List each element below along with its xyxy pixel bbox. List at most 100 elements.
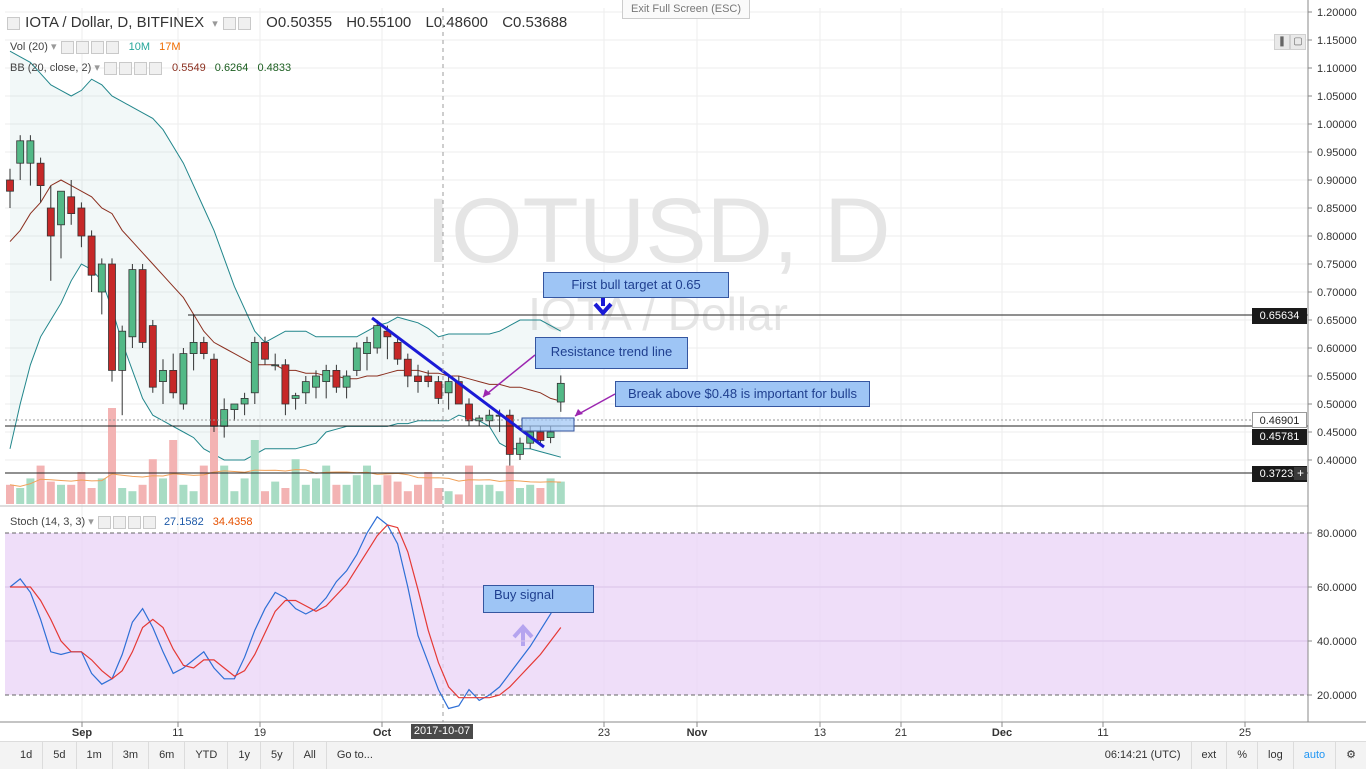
- chevron-down-icon[interactable]: ▾: [88, 516, 94, 528]
- candle-body[interactable]: [301, 381, 310, 394]
- hide-icon[interactable]: [237, 16, 251, 30]
- close-icon[interactable]: [105, 40, 119, 54]
- candle-body[interactable]: [57, 190, 65, 226]
- note-bull-target[interactable]: First bull target at 0.65: [543, 272, 729, 298]
- candle-body[interactable]: [169, 369, 178, 394]
- range-1d[interactable]: 1d: [0, 742, 44, 769]
- candle-body[interactable]: [281, 364, 290, 405]
- settings-icon[interactable]: [222, 16, 236, 30]
- volume-label[interactable]: Vol (20): [10, 41, 48, 53]
- range-1m[interactable]: 1m: [77, 742, 113, 769]
- candle-body[interactable]: [220, 409, 229, 427]
- format-icon[interactable]: [118, 61, 132, 75]
- candle-body[interactable]: [536, 431, 545, 441]
- chevron-down-icon[interactable]: ▾: [212, 18, 218, 30]
- note-resistance[interactable]: Resistance trend line: [535, 337, 688, 369]
- candle-body[interactable]: [108, 263, 116, 371]
- stochastic-label[interactable]: Stoch (14, 3, 3): [10, 516, 86, 528]
- candle-body[interactable]: [322, 369, 331, 382]
- candle-body[interactable]: [148, 325, 157, 388]
- candle-body[interactable]: [434, 381, 443, 399]
- candle-body[interactable]: [352, 347, 361, 371]
- candle-body[interactable]: [342, 375, 351, 388]
- open-value: O0.50355: [266, 14, 333, 31]
- candle-body[interactable]: [77, 207, 86, 237]
- candle-body[interactable]: [250, 341, 259, 394]
- candle-body[interactable]: [271, 364, 280, 367]
- exit-fullscreen-button[interactable]: Exit Full Screen (ESC): [622, 0, 750, 19]
- candle-body[interactable]: [159, 369, 167, 382]
- add-icon[interactable]: [90, 40, 104, 54]
- range-1y[interactable]: 1y: [228, 742, 261, 769]
- candle-body[interactable]: [291, 395, 300, 399]
- candle-body[interactable]: [261, 341, 269, 360]
- candle-body[interactable]: [6, 179, 14, 192]
- candle-body[interactable]: [465, 403, 473, 422]
- candle-body[interactable]: [26, 140, 35, 164]
- candle-body[interactable]: [138, 269, 147, 343]
- candle-body[interactable]: [546, 431, 555, 438]
- candle-body[interactable]: [363, 341, 371, 354]
- settings-icon[interactable]: [97, 515, 111, 529]
- candle-body[interactable]: [414, 375, 422, 382]
- log-toggle[interactable]: log: [1258, 742, 1294, 769]
- candle-body[interactable]: [403, 358, 412, 377]
- chevron-down-icon[interactable]: ▾: [94, 62, 100, 74]
- add-icon[interactable]: [133, 61, 147, 75]
- range-ytd[interactable]: YTD: [185, 742, 229, 769]
- candle-body[interactable]: [556, 382, 565, 403]
- candle-body[interactable]: [424, 375, 433, 382]
- candle-body[interactable]: [230, 403, 239, 410]
- candle-body[interactable]: [128, 269, 137, 338]
- chevron-down-icon[interactable]: ▾: [50, 41, 57, 53]
- candle-body[interactable]: [516, 442, 524, 455]
- range-all[interactable]: All: [294, 742, 327, 769]
- candle-body[interactable]: [505, 414, 514, 455]
- candle-body[interactable]: [475, 417, 484, 422]
- go-to-button[interactable]: Go to...: [336, 749, 373, 761]
- candle-body[interactable]: [179, 353, 188, 405]
- candle-body[interactable]: [67, 196, 76, 215]
- candle-body[interactable]: [189, 341, 198, 354]
- range-5d[interactable]: 5d: [43, 742, 77, 769]
- symbol-title[interactable]: IOTA / Dollar, D, BITFINEX: [25, 14, 205, 31]
- range-5y[interactable]: 5y: [261, 742, 294, 769]
- candle-body[interactable]: [87, 235, 96, 276]
- auto-toggle[interactable]: auto: [1294, 742, 1337, 769]
- resistance-trend-line[interactable]: [371, 316, 545, 449]
- candle-body[interactable]: [485, 414, 494, 422]
- settings-icon[interactable]: [103, 61, 117, 75]
- format-icon[interactable]: [112, 515, 126, 529]
- candle-body[interactable]: [312, 375, 320, 388]
- bollinger-label[interactable]: BB (20, close, 2): [10, 62, 92, 74]
- add-icon[interactable]: [127, 515, 141, 529]
- candle-body[interactable]: [240, 397, 249, 405]
- pause-icon[interactable]: ❚: [1274, 34, 1290, 50]
- range-6m[interactable]: 6m: [149, 742, 186, 769]
- candle-body[interactable]: [444, 381, 453, 394]
- candle-body[interactable]: [97, 263, 106, 293]
- candle-body[interactable]: [393, 341, 402, 360]
- candle-body[interactable]: [118, 330, 127, 371]
- gear-icon[interactable]: ⚙: [1346, 749, 1356, 761]
- candle-body[interactable]: [36, 162, 45, 186]
- settings-icon[interactable]: [60, 40, 74, 54]
- candle-body[interactable]: [46, 207, 55, 237]
- maximize-icon[interactable]: ▢: [1290, 34, 1306, 50]
- close-icon[interactable]: [142, 515, 156, 529]
- percent-toggle[interactable]: %: [1227, 742, 1259, 769]
- range-3m[interactable]: 3m: [113, 742, 150, 769]
- collapse-icon[interactable]: [7, 16, 20, 30]
- close-icon[interactable]: [148, 61, 162, 75]
- candle-body[interactable]: [332, 369, 341, 388]
- format-icon[interactable]: [75, 40, 89, 54]
- note-buy-signal[interactable]: Buy signal: [483, 585, 594, 613]
- candle-body[interactable]: [210, 358, 218, 427]
- add-alert-icon[interactable]: +: [1294, 467, 1307, 480]
- ext-toggle[interactable]: ext: [1192, 742, 1228, 769]
- candle-body[interactable]: [373, 325, 382, 349]
- volume-bar: [87, 488, 96, 504]
- note-breakout[interactable]: Break above $0.48 is important for bulls: [615, 381, 870, 407]
- candle-body[interactable]: [16, 140, 25, 164]
- candle-body[interactable]: [199, 341, 208, 354]
